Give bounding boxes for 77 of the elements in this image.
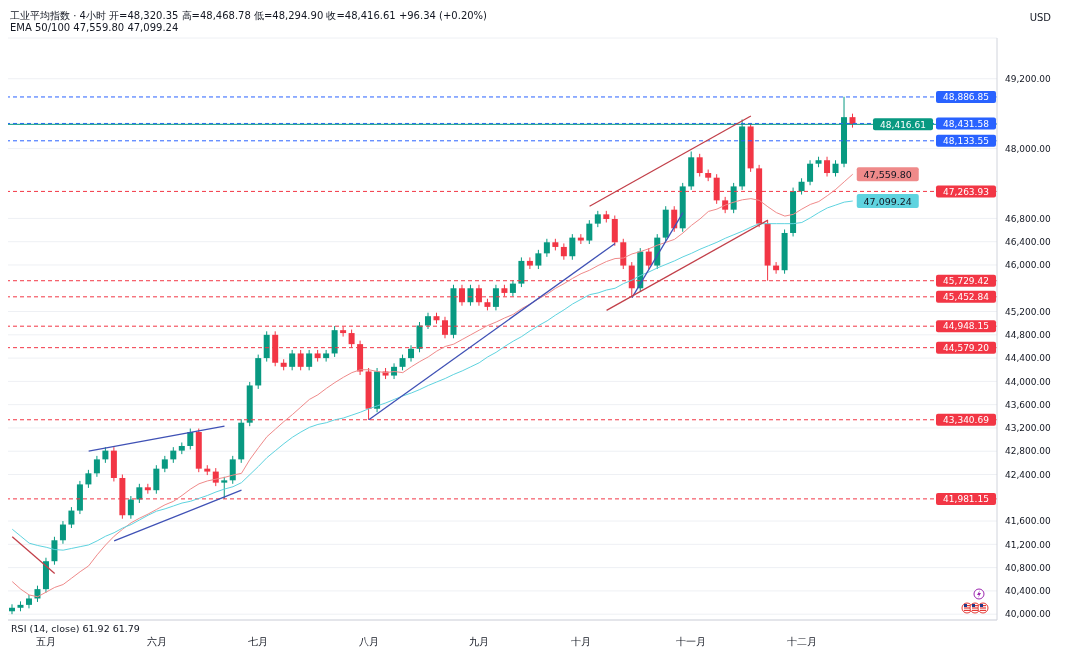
candlestick	[297, 349, 304, 371]
ref-line-label: 44,579.20	[943, 342, 990, 353]
y-tick-label: 40,800.00	[1005, 562, 1052, 573]
candlestick	[127, 495, 134, 520]
y-tick-label: 46,400.00	[1005, 236, 1052, 247]
x-tick-label: 十一月	[676, 636, 707, 648]
candlestick	[645, 247, 652, 270]
candlestick	[416, 321, 423, 353]
y-tick-label: 46,000.00	[1005, 260, 1052, 271]
x-tick-label: 五月	[36, 636, 57, 648]
candlestick	[263, 330, 270, 363]
candlestick	[492, 284, 499, 311]
y-tick-label: 40,000.00	[1005, 609, 1052, 620]
candlestick	[569, 233, 576, 261]
ref-line-label: 45,729.42	[943, 276, 989, 287]
y-tick-label: 42,400.00	[1005, 469, 1052, 480]
candlestick	[85, 469, 92, 489]
candlestick	[620, 238, 627, 270]
candlestick	[586, 219, 593, 245]
candlestick	[323, 349, 330, 363]
candlestick	[807, 159, 814, 186]
y-tick-label: 49,200.00	[1005, 73, 1052, 84]
chart-subtitle: EMA 50/100 47,559.80 47,099.24	[10, 22, 179, 33]
x-tick-label: 十二月	[786, 636, 817, 648]
ref-line-label: 41,981.15	[943, 494, 989, 505]
ref-line-label: 48,416.61	[880, 119, 926, 130]
x-tick-label: 九月	[469, 636, 490, 648]
candlestick	[68, 506, 75, 529]
candlestick	[229, 455, 236, 485]
y-tick-label: 44,800.00	[1005, 330, 1052, 341]
ref-line-label: 47,263.93	[943, 186, 989, 197]
y-tick-label: 43,200.00	[1005, 423, 1052, 434]
y-tick-label: 43,600.00	[1005, 399, 1052, 410]
chart-title: 工业平均指数 · 4小时 开=48,320.35 高=48,468.78 低=48,294.90 收=48,416.61 +96.34 (+0.20%)	[10, 9, 488, 23]
candlestick	[526, 256, 533, 270]
ref-line-label: 48,886.85	[943, 92, 989, 103]
x-tick-label: 十月	[571, 636, 592, 648]
data-label: 47,559.80	[863, 168, 912, 180]
y-tick-label: 44,000.00	[1005, 376, 1052, 387]
candlestick	[187, 428, 194, 450]
candlestick	[730, 182, 737, 214]
x-tick-label: 七月	[248, 636, 269, 648]
candlestick	[824, 156, 831, 178]
data-label: 47,099.24	[863, 195, 912, 207]
candlestick	[153, 464, 160, 495]
candlestick	[289, 349, 296, 371]
candlestick	[543, 238, 550, 258]
x-tick-label: 六月	[146, 636, 167, 648]
y-tick-label: 44,400.00	[1005, 353, 1052, 364]
ref-line-label: 48,431.58	[943, 118, 990, 129]
ref-line-label: 43,340.69	[943, 415, 990, 426]
candlestick	[611, 215, 618, 247]
y-tick-label: 48,000.00	[1005, 143, 1052, 154]
x-tick-label: 八月	[358, 636, 379, 648]
candlestick	[59, 520, 66, 545]
candlestick	[560, 242, 567, 261]
candlestick	[93, 455, 100, 478]
candlestick	[331, 325, 338, 358]
ref-line-label: 48,133.55	[943, 136, 989, 147]
candlestick	[518, 256, 525, 288]
ref-line-label: 45,452.84	[943, 292, 990, 303]
y-tick-label: 41,600.00	[1005, 516, 1052, 527]
candlestick	[136, 483, 143, 504]
candlestick	[408, 344, 415, 363]
candlestick	[306, 349, 313, 371]
candlestick	[696, 153, 703, 178]
y-tick-label: 46,800.00	[1005, 213, 1052, 224]
text: RSI (14, close) 61.92 61.79	[11, 623, 140, 634]
line-series	[11, 173, 854, 598]
y-tick-label: 45,200.00	[1005, 306, 1052, 317]
candlestick	[535, 249, 542, 270]
ref-line-label: 44,948.15	[943, 321, 989, 332]
y-tick-label: 40,400.00	[1005, 586, 1052, 597]
y-tick-label: 42,800.00	[1005, 446, 1052, 457]
y-axis-title: USD	[1029, 12, 1051, 23]
y-tick-label: 41,200.00	[1005, 539, 1052, 550]
candlestick	[51, 536, 58, 566]
